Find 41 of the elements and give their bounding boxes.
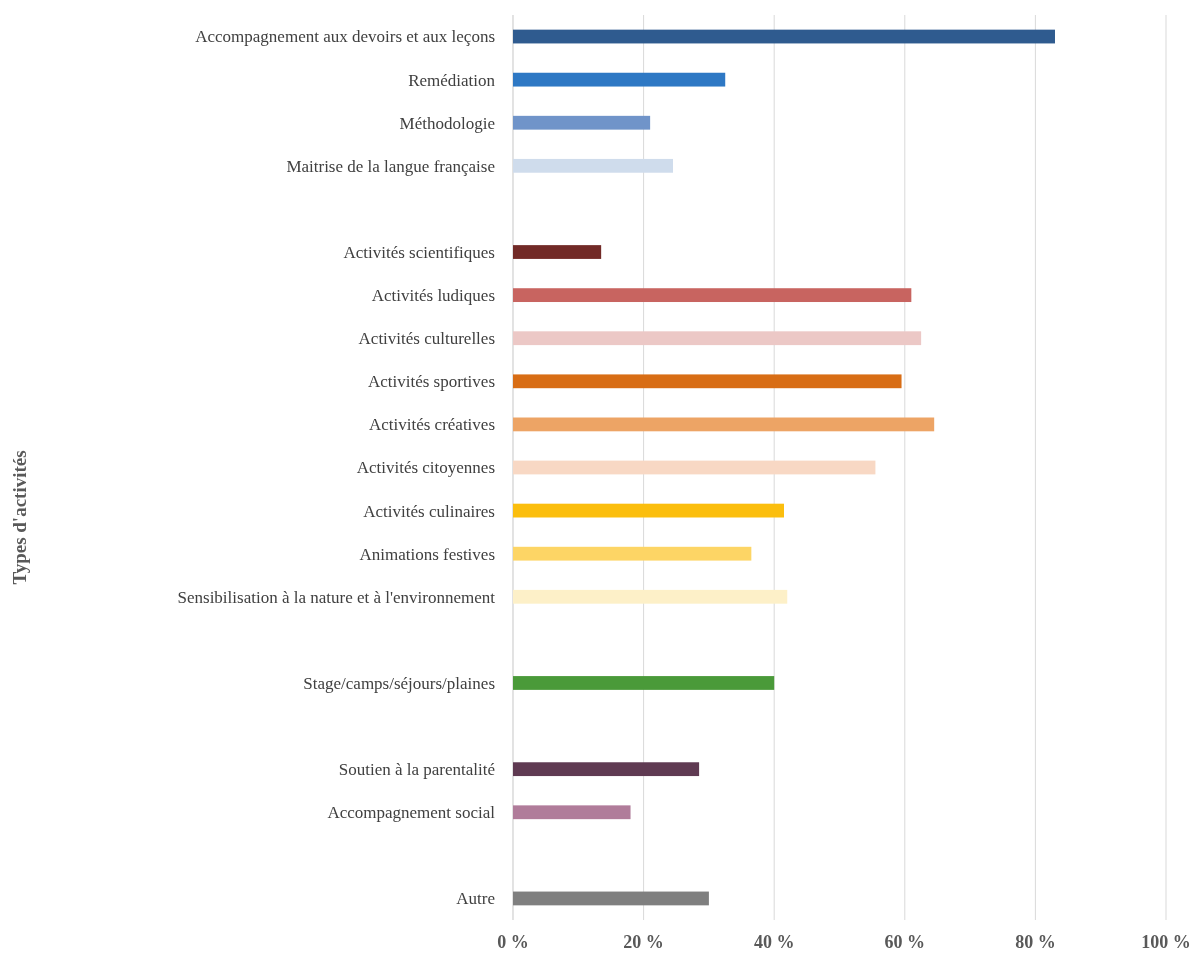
y-tick-label: Sensibilisation à la nature et à l'environnement <box>177 587 496 607</box>
bar <box>513 417 935 432</box>
y-tick-label: Autre <box>456 889 495 909</box>
bar <box>513 503 784 518</box>
bar <box>513 115 651 130</box>
bar <box>513 762 700 777</box>
bar <box>513 546 752 561</box>
bar <box>513 245 602 259</box>
text: Types d'activités <box>9 450 30 585</box>
bar <box>513 29 1055 44</box>
y-tick-label: Maitrise de la langue française <box>286 156 495 176</box>
x-tick-label: 60 % <box>884 932 926 952</box>
bar <box>513 891 709 906</box>
y-tick-label: Activités créatives <box>368 415 495 435</box>
y-tick-label: Accompagnement social <box>327 803 496 823</box>
bar <box>513 158 673 173</box>
bar <box>513 331 922 346</box>
x-tick-label: 100 % <box>1141 932 1191 952</box>
x-tick-label: 20 % <box>623 932 664 952</box>
y-tick-label: Activités sportives <box>367 372 495 392</box>
bar <box>513 288 912 303</box>
y-tick-label: Activités ludiques <box>371 286 495 306</box>
y-tick-label: Accompagnement aux devoirs et aux leçons <box>195 27 495 47</box>
y-tick-label: Remédiation <box>408 70 496 90</box>
bar <box>513 805 631 820</box>
y-tick-label: Activités culturelles <box>358 329 495 349</box>
y-tick-label: Stage/camps/séjours/plaines <box>303 673 495 693</box>
bar <box>513 460 876 475</box>
bar <box>513 676 775 690</box>
x-tick-label: 80 % <box>1015 932 1056 952</box>
y-tick-label: Soutien à la parentalité <box>338 760 495 780</box>
bar <box>513 374 902 389</box>
y-tick-label: Activités culinaires <box>363 501 495 521</box>
y-tick-label: Activités scientifiques <box>343 242 495 262</box>
y-tick-label: Animations festives <box>359 544 495 564</box>
y-tick-label: Activités citoyennes <box>356 458 495 478</box>
bar <box>513 589 788 604</box>
bar <box>513 72 726 87</box>
y-tick-label: Méthodologie <box>399 113 495 133</box>
x-tick-label: 0 % <box>497 932 529 952</box>
x-tick-label: 40 % <box>753 932 795 952</box>
